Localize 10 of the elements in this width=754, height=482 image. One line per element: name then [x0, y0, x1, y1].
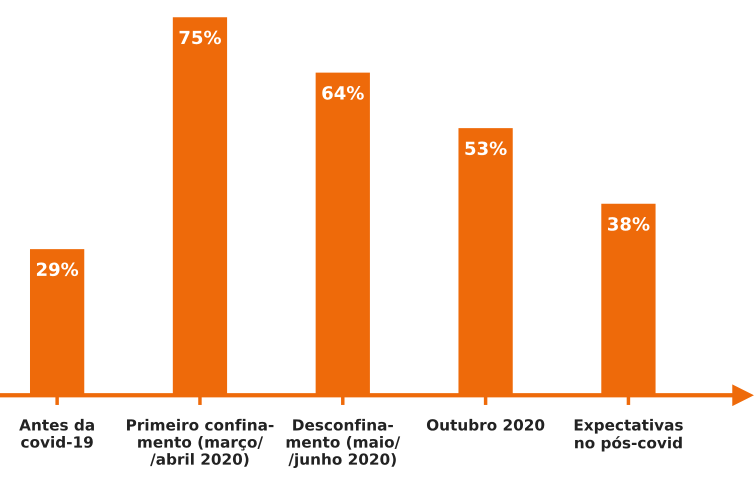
data-label: 64% [322, 86, 364, 100]
data-label: 38% [608, 217, 650, 231]
x-tick-label: Primeiro confina- mento (março/ /abril 2020) [127, 418, 274, 467]
data-label: 53% [465, 141, 507, 156]
data-label: 29% [36, 262, 78, 276]
x-tick-label: Desconfina- mento (maio/ /junho 2020) [286, 418, 400, 468]
data-label: 75% [180, 30, 221, 44]
x-tick-label: Antes da covid-19 [19, 418, 94, 448]
x-tick-label: Expectativas no pós-covid [574, 418, 683, 452]
x-tick-label: Outubro 2020 [426, 418, 544, 431]
